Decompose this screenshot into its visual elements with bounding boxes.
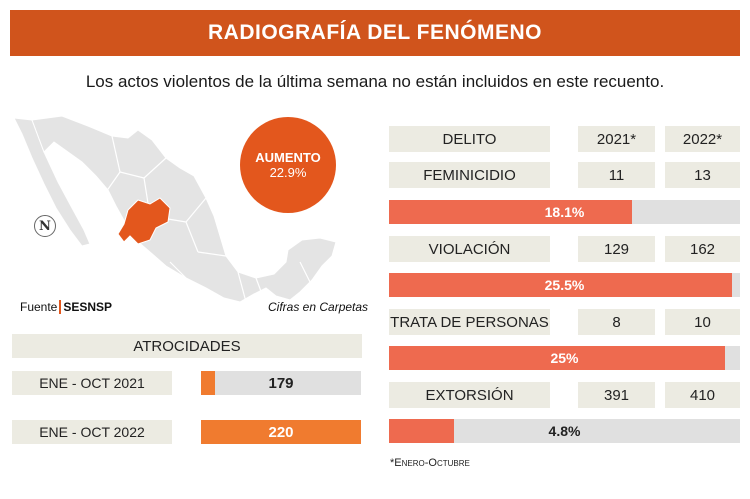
atrocidades-fill-2022 [201,420,361,444]
mainland-shape [31,115,337,303]
pct-bar-extorsion: 4.8% [389,419,740,443]
header-banner: RADIOGRAFÍA DEL FENÓMENO [10,10,740,56]
source-credit: Fuente SESNSP [20,300,112,314]
north-letter: N [39,218,51,234]
row-2022-extorsion: 410 [665,382,740,408]
map-panel [10,112,370,322]
atrocidades-value-2021: 179 [268,374,294,392]
atrocidades-value-2022: 220 [268,423,294,441]
atrocidades-label-2021: ENE - OCT 2021 [12,371,172,395]
pct-bar-trata: 25% [389,346,740,370]
subtitle: Los actos violentos de la última semana … [85,72,665,91]
row-delito-trata: TRATA DE PERSONAS [389,309,550,335]
pct-label-trata: 25% [550,350,579,366]
page-title: RADIOGRAFÍA DEL FENÓMENO [207,21,542,44]
atrocidades-bar-2022: 220 [201,420,361,444]
atrocidades-label-2022: ENE - OCT 2022 [12,420,172,444]
row-2021-feminicidio: 11 [578,162,655,188]
north-compass-icon: N [34,215,56,237]
row-2022-feminicidio: 13 [665,162,740,188]
row-delito-violacion: VIOLACIÓN [389,236,550,262]
pct-fill-violacion [389,273,732,297]
mexico-map [13,115,337,303]
pct-fill-feminicidio [389,200,632,224]
pct-bar-violacion: 25.5% [389,273,740,297]
baja-california-shape [13,117,91,247]
row-2022-trata: 10 [665,309,740,335]
pct-label-feminicidio: 18.1% [544,204,585,220]
row-2022-violacion: 162 [665,236,740,262]
atrocidades-label-text: ENE - OCT 2021 [39,375,145,391]
bubble-label: AUMENTO [255,150,321,165]
atrocidades-label-text: ENE - OCT 2022 [39,424,145,440]
cifras-note: Cifras en Carpetas [268,300,369,314]
pct-fill-extorsion [389,419,454,443]
pct-label-violacion: 25.5% [544,277,585,293]
source-name: SESNSP [63,300,113,314]
bubble-value: 22.9% [269,165,307,180]
row-2021-violacion: 129 [578,236,655,262]
row-2021-trata: 8 [578,309,655,335]
footnote: *Enero-Octubre [390,457,470,469]
col-header-2021: 2021* [578,126,655,152]
atrocidades-fill-2021 [201,371,215,395]
source-prefix: Fuente [20,300,58,314]
atrocidades-header: ATROCIDADES [12,334,362,358]
highlighted-state [117,197,171,245]
col-header-2022: 2022* [665,126,740,152]
row-delito-feminicidio: FEMINICIDIO [389,162,550,188]
col-header-delito: DELITO [389,126,550,152]
pct-label-extorsion: 4.8% [548,423,581,439]
pct-bar-feminicidio: 18.1% [389,200,740,224]
atrocidades-title: ATROCIDADES [133,337,241,355]
atrocidades-bar-2021: 179 [201,371,361,395]
pct-fill-trata [389,346,725,370]
row-delito-extorsion: EXTORSIÓN [389,382,550,408]
row-2021-extorsion: 391 [578,382,655,408]
increase-bubble: AUMENTO 22.9% [240,117,336,213]
